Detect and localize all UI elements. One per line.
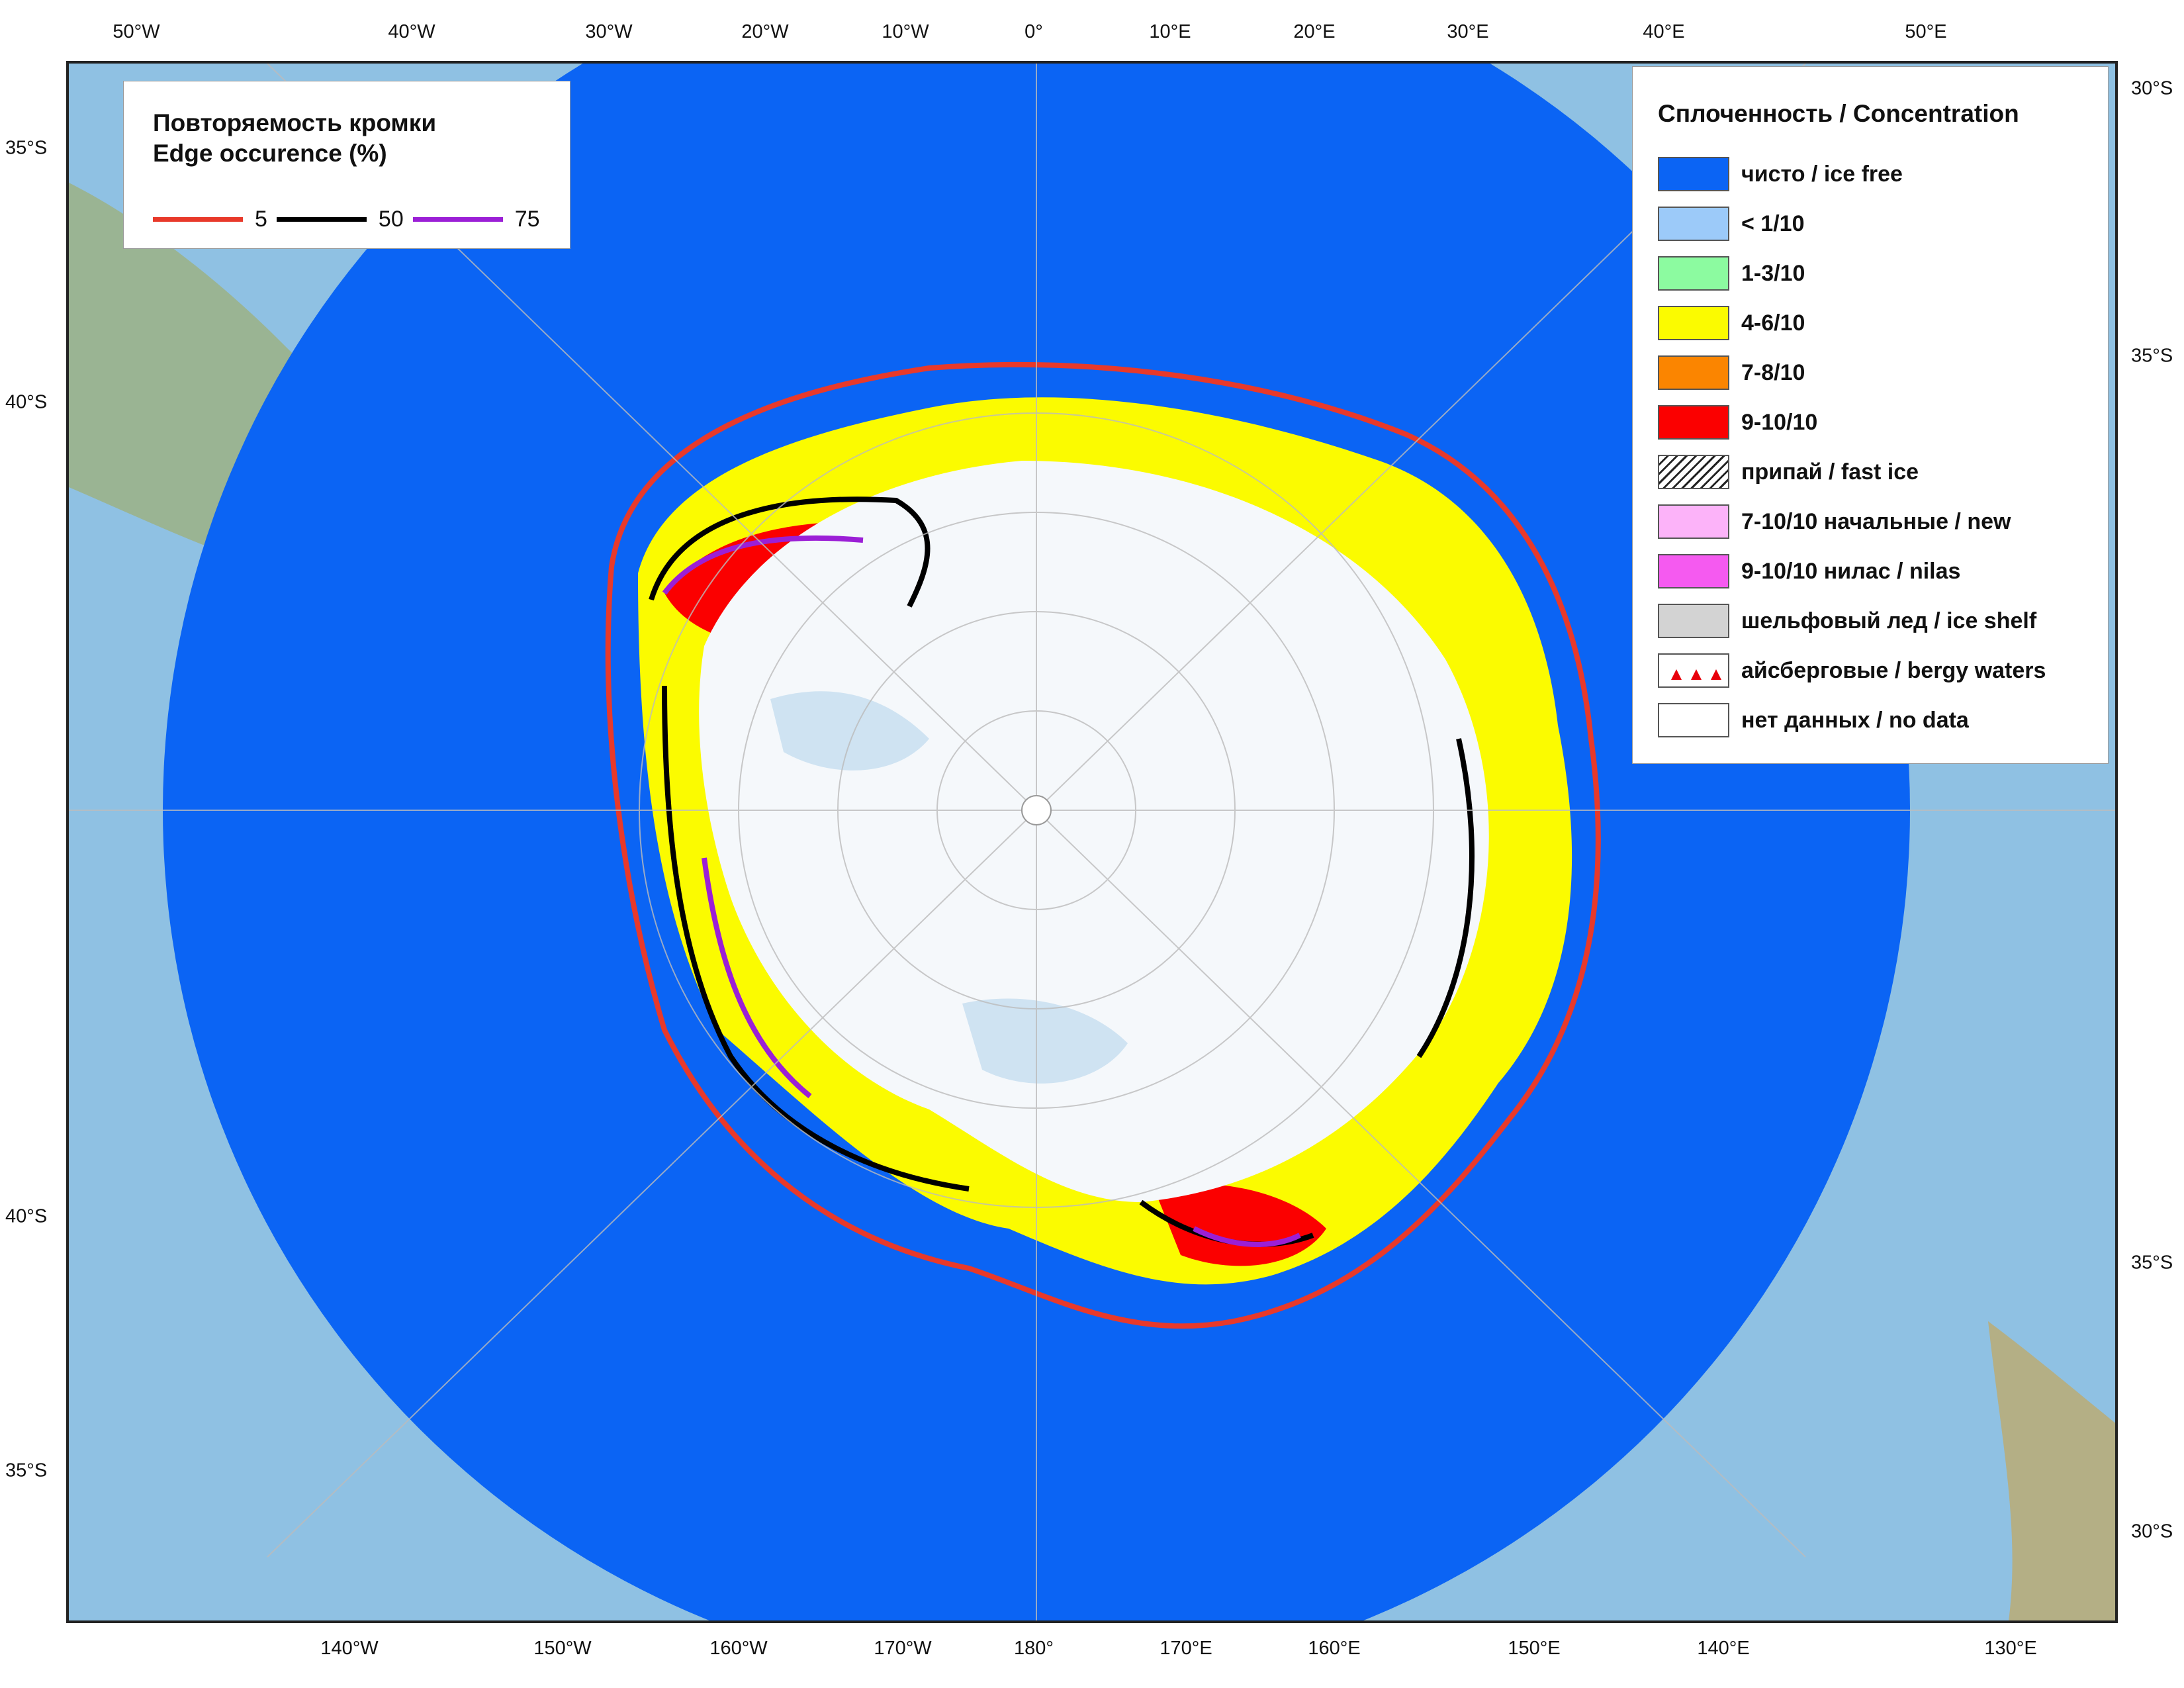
bottom-tick: 160°E [1308,1638,1361,1659]
concentration-legend-item: 9-10/10 [1658,404,1817,441]
concentration-legend-item: 4-6/10 [1658,305,1805,342]
concentration-label: айсберговые / bergy waters [1741,657,2046,683]
concentration-legend-item: 7-8/10 [1658,354,1805,391]
top-tick: 20°W [741,21,789,42]
concentration-swatch [1658,504,1729,539]
edge-50-percent [649,496,1475,1247]
concentration-legend-item: чисто / ice free [1658,156,1903,193]
concentration-label: 1-3/10 [1741,260,1805,286]
concentration-legend-item: 9-10/10 нилас / nilas [1658,553,1960,590]
edge-occurrence-legend: Повторяемость кромки Edge occurence (%) … [123,81,570,249]
concentration-swatch [1658,256,1729,291]
edge-legend-item: 75 [412,206,540,232]
concentration-legend-title: Сплоченность / Concentration [1658,100,2019,127]
antarctica [699,461,1489,1202]
map-canvas [69,64,2115,1620]
concentration-label: нет данных / no data [1741,707,1969,733]
left-tick: 40°S [5,391,48,413]
bergy-triangles-icon [1671,669,1721,680]
bottom-tick: 150°E [1508,1638,1561,1659]
bottom-tick: 140°W [320,1638,379,1659]
concentration-legend-item: < 1/10 [1658,205,1804,242]
bottom-tick: 150°W [533,1638,592,1659]
concentration-swatch [1658,355,1729,390]
concentration-swatch [1658,306,1729,340]
concentration-label: шельфовый лед / ice shelf [1741,608,2037,633]
top-tick: 50°W [113,21,160,42]
concentration-label: 4-6/10 [1741,310,1805,336]
concentration-legend-item: 1-3/10 [1658,255,1805,292]
concentration-legend-item: припай / fast ice [1658,453,1919,491]
bottom-tick: 170°W [874,1638,932,1659]
concentration-label: 9-10/10 [1741,409,1818,435]
top-tick: 50°E [1905,21,1947,42]
concentration-swatch [1658,703,1729,737]
left-tick: 35°S [5,137,48,159]
concentration-swatch [1658,604,1729,638]
ice-shelf-ross [962,998,1128,1084]
top-tick: 30°E [1447,21,1489,42]
edge-legend-item: 50 [276,206,404,232]
bottom-tick: 130°E [1984,1638,2037,1659]
concentration-legend-item: 7-10/10 начальные / new [1658,503,2011,540]
right-tick: 30°S [2131,1521,2173,1542]
edge-value-label: 5 [255,206,267,232]
concentration-label: 9-10/10 нилас / nilas [1741,558,1961,584]
concentration-swatch [1658,653,1729,688]
top-tick: 40°W [388,21,435,42]
concentration-swatch [1658,405,1729,440]
concentration-label: 7-8/10 [1741,359,1805,385]
concentration-swatch [1658,455,1729,489]
top-tick: 40°E [1643,21,1685,42]
top-tick: 10°W [882,21,929,42]
concentration-label: припай / fast ice [1741,459,1919,485]
concentration-legend: Сплоченность / Concentration чисто / ice… [1632,66,2109,764]
south-pole-marker [1021,795,1052,825]
bottom-tick: 170°E [1160,1638,1212,1659]
edge-legend-title: Повторяемость кромки Edge occurence (%) [153,109,437,167]
concentration-legend-item: шельфовый лед / ice shelf [1658,602,2036,639]
edge-75-percent [662,535,1301,1247]
right-tick: 35°S [2131,1252,2173,1274]
bottom-tick: 160°W [709,1638,768,1659]
edge-line-swatch [412,216,503,222]
top-tick: 30°W [585,21,633,42]
concentration-label: < 1/10 [1741,211,1805,236]
left-tick: 35°S [5,1460,48,1481]
left-tick: 40°S [5,1205,48,1227]
ice-shelf-filchner [770,691,929,771]
bottom-tick: 140°E [1697,1638,1750,1659]
edge-legend-item: 5 [153,207,267,232]
bottom-tick: 180° [1014,1638,1054,1659]
edge-value-label: 75 [514,206,540,232]
concentration-legend-item: нет данных / no data [1658,702,1969,739]
africa-land [1988,1321,2115,1620]
right-tick: 35°S [2131,345,2173,367]
edge-line-swatch [276,216,367,222]
edge-value-label: 50 [378,206,404,232]
concentration-legend-item: айсберговые / bergy waters [1658,652,2046,689]
concentration-swatch [1658,207,1729,241]
concentration-swatch [1658,554,1729,588]
edge-legend-items: 5 50 75 [153,205,549,234]
top-tick: 10°E [1149,21,1191,42]
concentration-label: 7-10/10 начальные / new [1741,508,2011,534]
concentration-label: чисто / ice free [1741,161,1903,187]
top-tick: 20°E [1293,21,1336,42]
right-tick: 30°S [2131,77,2173,99]
edge-line-swatch [153,216,243,222]
top-tick: 0° [1024,21,1043,42]
concentration-swatch [1658,157,1729,191]
